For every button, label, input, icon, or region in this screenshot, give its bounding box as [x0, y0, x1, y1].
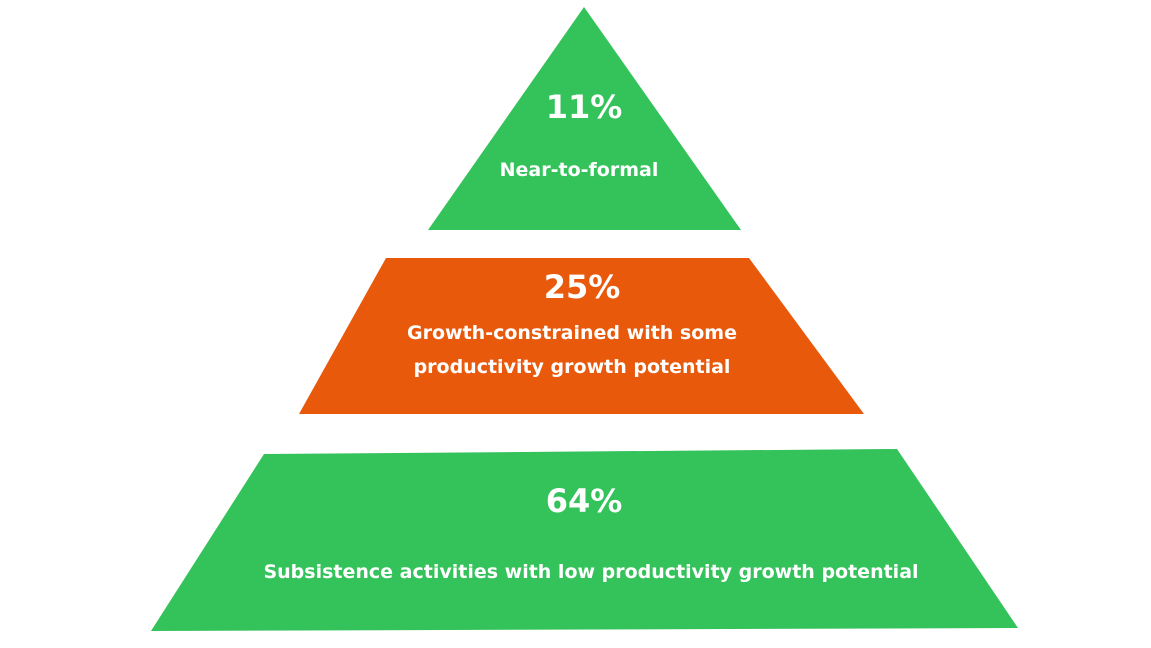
tier-bottom-percent: 64% [546, 482, 623, 520]
tier-middle-percent: 25% [544, 268, 621, 306]
tier-top-label: Near-to-formal [500, 159, 659, 181]
tier-middle-trapezoid [299, 258, 864, 414]
tier-middle-label-line-1: Growth-constrained with some [407, 322, 737, 344]
tier-top-triangle [428, 7, 741, 230]
tier-bottom-label: Subsistence activities with low producti… [263, 561, 918, 583]
tier-middle-label-line-2: productivity growth potential [414, 356, 731, 378]
tier-subsistence: 64% Subsistence activities with low prod… [151, 449, 1018, 631]
tier-top-percent: 11% [546, 88, 623, 126]
tier-near-to-formal: 11% Near-to-formal [428, 7, 741, 230]
tier-bottom-trapezoid [151, 449, 1018, 631]
tier-growth-constrained: 25% Growth-constrained with some product… [299, 258, 864, 414]
